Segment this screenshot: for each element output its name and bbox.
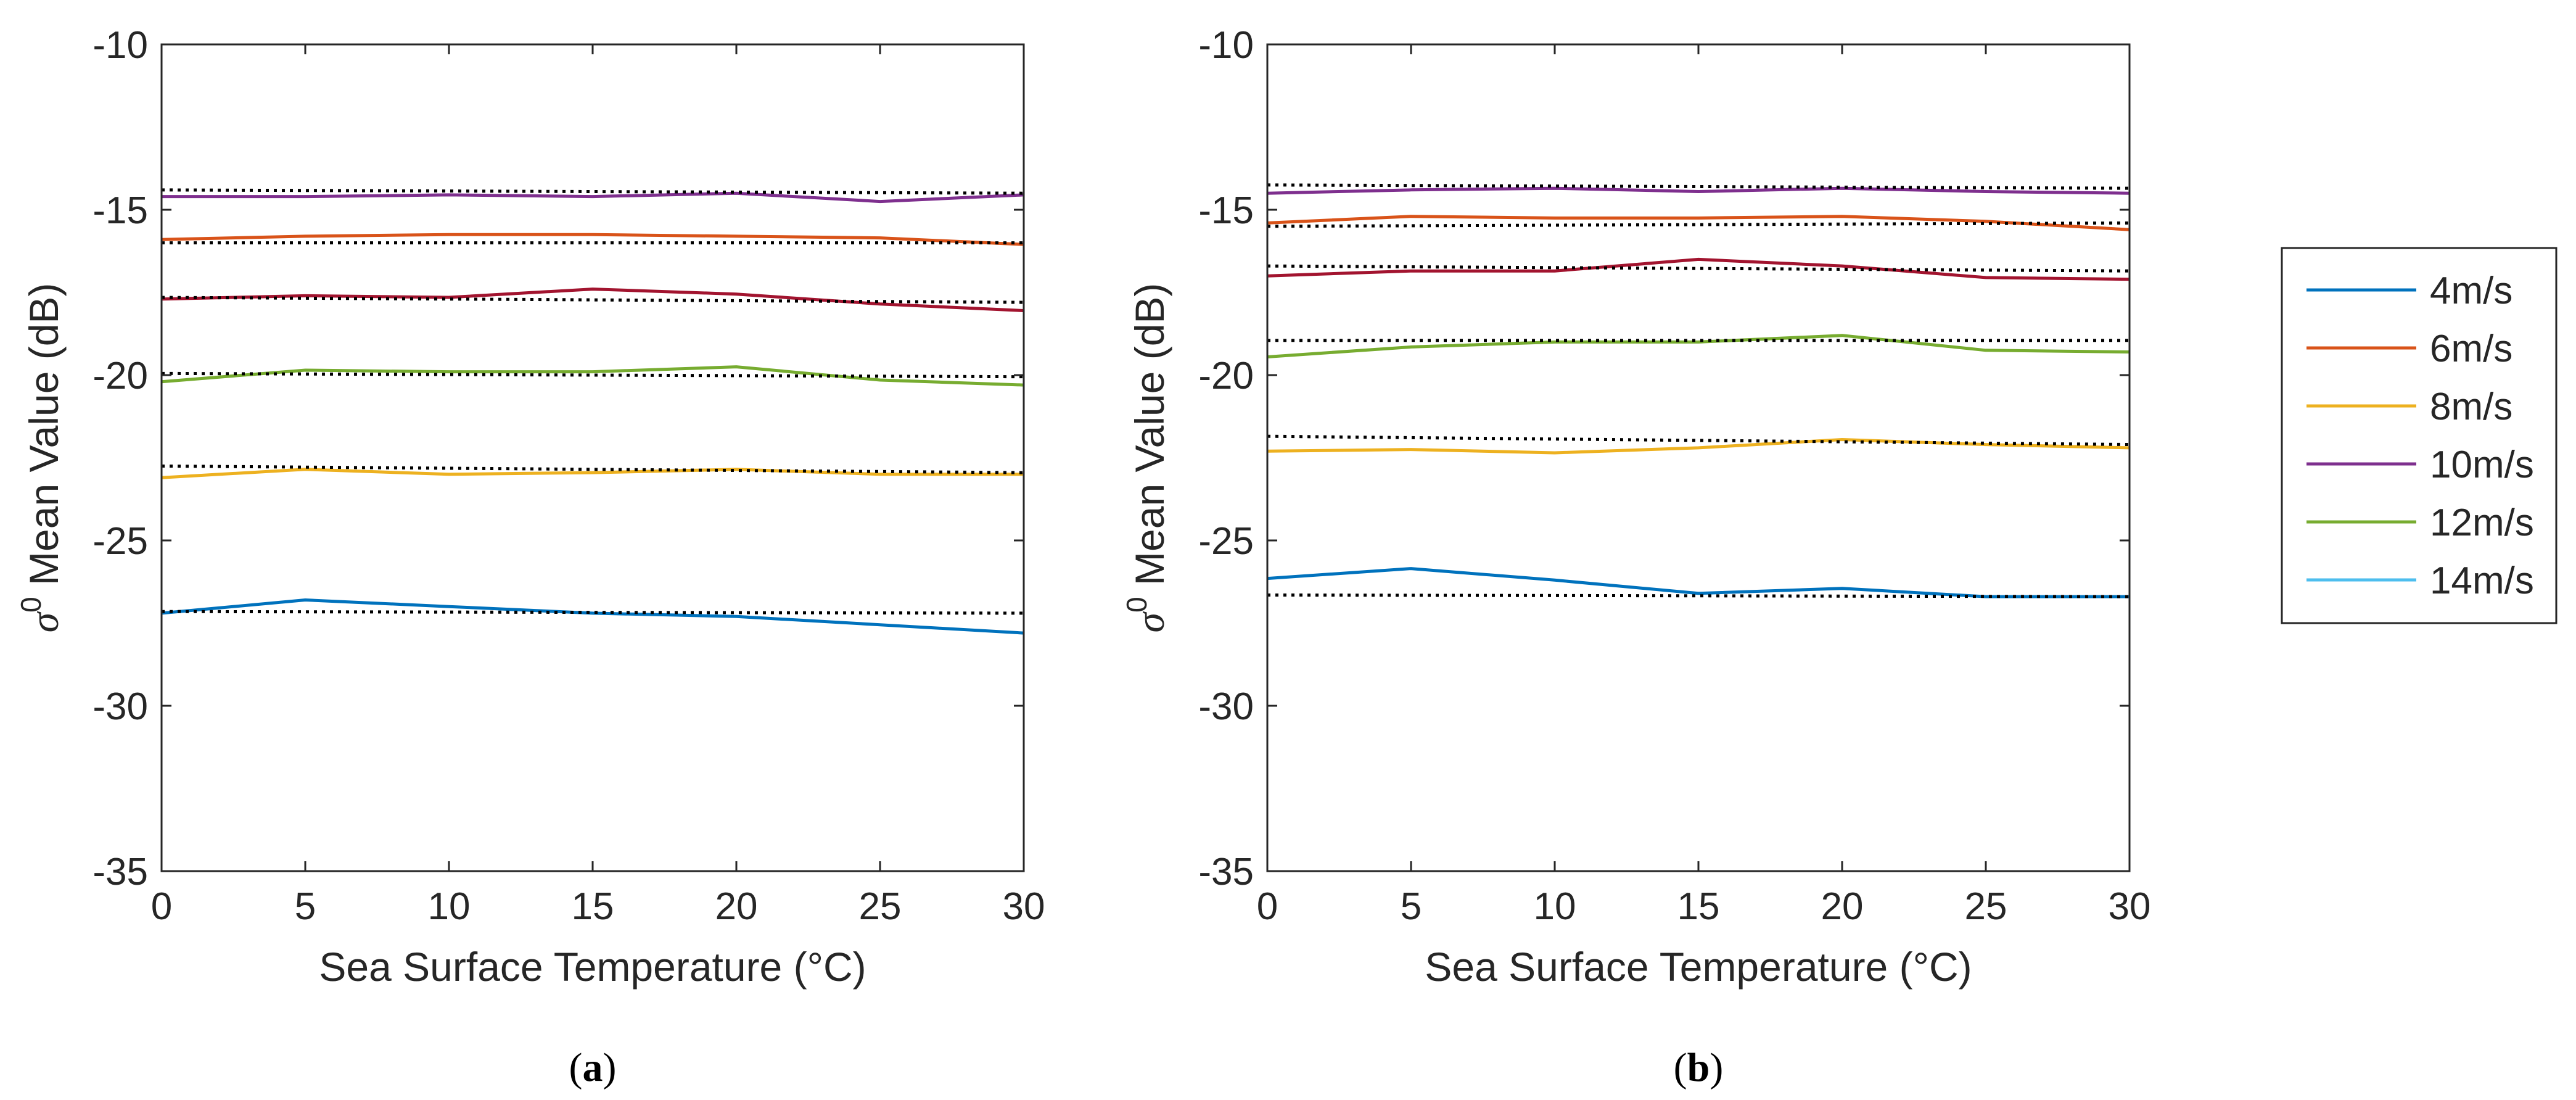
y-axis-title-superscript: 0 [15,597,47,613]
x-tick-label: 25 [859,885,902,928]
series-line-8m-s [1267,438,2130,455]
legend-label: 14m/s [2430,560,2534,602]
series-line-10m-s [162,191,1024,204]
series-line-4m-s [161,598,1024,635]
x-tick-label: 15 [572,885,614,928]
series-line-12m-s [161,365,1024,387]
y-axis-title-symbol: σ [1128,611,1173,632]
series-line-14m-s [1267,257,2130,281]
legend-box [2281,247,2557,624]
x-tick-label: 5 [1401,885,1422,928]
y-tick-label: -25 [93,520,148,563]
x-tick-label: 10 [1534,885,1576,928]
panel-label: (a) [569,1045,617,1090]
y-tick-label: -25 [1198,520,1254,563]
panel-label-letter: a [583,1045,603,1090]
y-axis-title: σ0 Mean Value (dB) [1121,283,1173,633]
x-tick-label: 30 [2109,885,2151,928]
x-tick-label: 0 [151,885,172,928]
y-axis-title-text: Mean Value (dB) [21,283,67,597]
panel-label-letter: b [1687,1045,1710,1090]
y-axis-title-superscript: 0 [1121,597,1153,613]
series-line-10m-s [1267,186,2130,195]
y-tick-label: -30 [1198,685,1254,728]
series-line-14m-s [161,287,1024,312]
chart-panel-b: 0 5 10 15 20 25 30 -35 -30 -25 -20 -15 -10 Sea Surfac… [1121,24,2150,1090]
x-tick-label: 25 [1965,885,2007,928]
y-axis-title-symbol: σ [22,611,67,632]
x-axis-title: Sea Surface Temperature (°C) [1425,944,1972,990]
y-tick-label: -35 [1198,851,1254,893]
y-tick-label: -15 [1198,189,1254,232]
y-tick-label: -10 [1198,24,1254,67]
series-line-12m-s [1267,334,2130,358]
y-axis-title-text: Mean Value (dB) [1127,283,1172,597]
x-tick-label: 10 [428,885,471,928]
legend-label: 10m/s [2430,444,2534,486]
y-axis-title: σ0 Mean Value (dB) [15,283,67,633]
panel-label-close: ) [1710,1045,1723,1090]
series-line-6m-s [1267,215,2130,231]
x-axis-title: Sea Surface Temperature (°C) [319,944,866,990]
x-tick-label: 0 [1257,885,1278,928]
panel-label-open: ( [569,1045,583,1090]
legend-label: 6m/s [2430,328,2512,370]
panel-label: (b) [1674,1045,1724,1090]
x-tick-label: 5 [295,885,316,928]
x-tick-label: 20 [1821,885,1864,928]
y-tick-label: -20 [93,355,148,397]
x-tick-label: 15 [1677,885,1720,928]
y-tick-label: -15 [93,189,148,232]
legend-label: 12m/s [2430,502,2534,544]
y-tick-label: -10 [93,24,148,67]
series-line-8m-s [161,468,1024,479]
series-line-6m-s [161,233,1024,246]
x-tick-label: 30 [1003,885,1045,928]
chart-panel-a: 0 5 10 15 20 25 30 -35 -30 -25 -20 -15 -10 Sea Surfac… [15,24,1045,1090]
legend: 4m/s 6m/s 8m/s 10m/s 12m/s 14m/s [2281,247,2557,624]
series-line-4m-s [1267,567,2130,598]
panel-label-close: ) [603,1045,617,1090]
x-tick-label: 20 [715,885,758,928]
y-tick-label: -35 [93,851,148,893]
y-tick-label: -20 [1198,355,1254,397]
plot-area [162,44,1024,871]
y-tick-label: -30 [93,685,148,728]
legend-label: 8m/s [2430,386,2512,428]
panel-label-open: ( [1674,1045,1687,1090]
legend-label: 4m/s [2430,270,2512,312]
plot-area [1267,44,2130,871]
